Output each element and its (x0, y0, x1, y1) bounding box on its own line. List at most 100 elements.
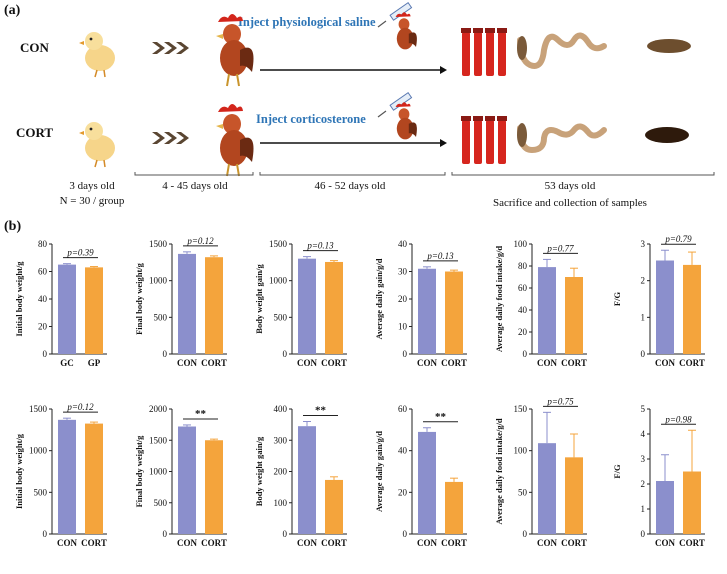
significance-annotation: ** (435, 411, 447, 423)
y-axis-label: Initial body weight/g (14, 261, 24, 337)
y-tick-label: 20 (398, 294, 408, 304)
y-tick-label: 0 (403, 529, 408, 539)
chick-icon (79, 32, 115, 78)
y-tick-label: 3 (641, 239, 646, 249)
y-tick-label: 0 (523, 529, 528, 539)
y-tick-label: 150 (514, 404, 528, 414)
intestine-icon (517, 123, 607, 154)
intestine-icon (517, 32, 607, 69)
chart-10: 0 20 40 60 Average daily gain/g/d CON CORT ** (374, 404, 467, 548)
y-axis-label: Average daily food intake/g/d (494, 418, 504, 525)
x-tick-label: CON (417, 358, 438, 368)
y-tick-label: 100 (514, 446, 528, 456)
bar-con (538, 443, 556, 534)
y-tick-label: 100 (274, 498, 288, 508)
chart-1: 0 20 40 60 80 Initial body weight/g GC GP p=0.39 (14, 239, 107, 368)
bar-cort (445, 271, 463, 354)
x-tick-label: GP (88, 358, 101, 368)
bar-con (418, 431, 436, 534)
x-tick-label: CON (297, 358, 318, 368)
significance-annotation: ** (315, 405, 327, 417)
y-tick-label: 0 (43, 349, 48, 359)
y-axis-label: F/G (612, 292, 622, 307)
bar-cort (683, 264, 701, 354)
x-tick-label: CORT (441, 538, 467, 548)
chart-7: 0 500 1000 1500 Initial body weight/g CON CORT… (14, 402, 107, 548)
y-tick-label: 1 (641, 312, 646, 322)
y-axis-label: Average daily gain/g/d (374, 258, 384, 339)
inject-cort-label: Inject corticosterone (256, 112, 366, 126)
y-tick-label: 60 (398, 404, 408, 414)
x-tick-label: CON (177, 358, 198, 368)
group-label-con: CON (20, 40, 49, 55)
y-tick-label: 100 (514, 239, 528, 249)
bar-con (298, 426, 316, 534)
y-tick-label: 1000 (29, 446, 48, 456)
y-tick-label: 400 (274, 404, 288, 414)
x-tick-label: GC (60, 358, 74, 368)
y-tick-label: 0 (163, 349, 168, 359)
y-tick-label: 1000 (269, 276, 288, 286)
y-tick-label: 0 (523, 349, 528, 359)
y-tick-label: 0 (641, 349, 646, 359)
x-tick-label: CON (655, 538, 676, 548)
significance-annotation: p=0.79 (664, 234, 692, 244)
y-tick-label: 40 (38, 294, 48, 304)
significance-annotation: p=0.75 (546, 396, 574, 406)
significance-annotation: p=0.12 (186, 236, 214, 246)
bar-cort (325, 261, 343, 354)
y-axis-label: Body weight gain/g (254, 264, 264, 334)
y-tick-label: 0 (641, 529, 646, 539)
x-tick-label: CORT (679, 358, 705, 368)
x-tick-label: CON (655, 358, 676, 368)
panel-a-label: (a) (4, 3, 21, 18)
y-tick-label: 500 (34, 487, 48, 497)
y-tick-label: 1500 (149, 239, 168, 249)
bar-cort (205, 257, 223, 354)
y-tick-label: 4 (641, 429, 646, 439)
y-tick-label: 40 (518, 305, 528, 315)
timeline-label-n: N = 30 / group (59, 195, 125, 207)
x-tick-label: CON (537, 538, 558, 548)
bar-cort (85, 423, 103, 534)
chart-4: 0 10 20 30 40 Average daily gain/g/d CON CORT p=… (374, 239, 467, 368)
y-tick-label: 200 (274, 467, 288, 477)
x-tick-label: CORT (441, 358, 467, 368)
bar-con (418, 268, 436, 354)
y-tick-label: 20 (398, 487, 408, 497)
x-tick-label: CON (537, 358, 558, 368)
chart-12: 0 1 2 3 4 5 F/G CON CORT p=0.98 (612, 404, 705, 548)
chart-2: 0 500 1000 1500 Final body weight/g CON CORT p=… (134, 236, 227, 368)
bar-con (178, 253, 196, 354)
bar-cort (565, 457, 583, 534)
x-tick-label: CORT (81, 538, 107, 548)
bar-gc (58, 264, 76, 354)
x-tick-label: CON (417, 538, 438, 548)
bar-con (58, 419, 76, 534)
significance-annotation: ** (195, 408, 207, 420)
arrows-icon (152, 42, 189, 54)
bar-cort (683, 471, 701, 534)
y-tick-label: 30 (398, 267, 408, 277)
y-axis-label: Final body weight/g (134, 262, 144, 335)
y-tick-label: 1500 (149, 435, 168, 445)
y-tick-label: 3 (641, 454, 646, 464)
chick-icon (79, 122, 115, 168)
y-tick-label: 50 (518, 487, 528, 497)
x-tick-label: CORT (201, 358, 227, 368)
chart-8: 0 500 1000 1500 2000 Final body weight/g CON CO… (134, 404, 227, 548)
significance-annotation: p=0.13 (306, 241, 334, 251)
y-axis-label: Final body weight/g (134, 435, 144, 508)
rooster-icon (216, 14, 254, 87)
panel-b-label: (b) (4, 219, 22, 234)
inject-saline-label: Inject physiological saline (238, 15, 376, 29)
x-tick-label: CON (297, 538, 318, 548)
group-label-cort: CORT (16, 125, 54, 140)
significance-annotation: p=0.98 (664, 414, 692, 424)
feces-icon (645, 127, 689, 143)
y-axis-label: Average daily food intake/g/d (494, 246, 504, 353)
blood-tube-icon (461, 116, 507, 164)
y-axis-label: Initial body weight/g (14, 433, 24, 509)
y-tick-label: 40 (398, 239, 408, 249)
